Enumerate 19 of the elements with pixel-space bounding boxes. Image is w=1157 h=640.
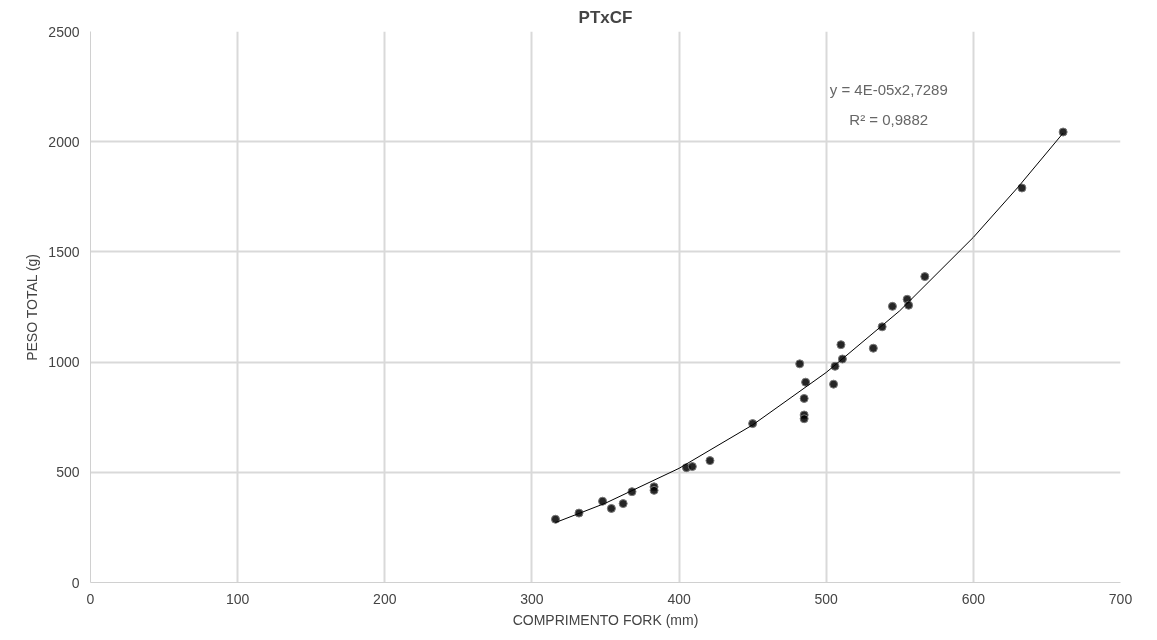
- y-tick-label: 2500: [48, 23, 80, 40]
- y-tick-label: 0: [71, 574, 80, 591]
- x-axis-title: COMPRIMENTO FORK (mm): [512, 611, 699, 628]
- y-tick-label: 500: [56, 464, 80, 481]
- chart-title: PTxCF: [578, 7, 633, 27]
- x-tick-label: 700: [1108, 590, 1133, 607]
- x-tick-label: 0: [86, 590, 95, 607]
- x-tick-label: 500: [814, 590, 839, 607]
- x-tick-label: 200: [373, 590, 397, 607]
- x-tick-label: 600: [961, 590, 986, 607]
- x-tick-label: 100: [225, 590, 250, 607]
- y-tick-label: 1500: [48, 243, 80, 260]
- annotation: y = 4E-05x2,7289: [829, 80, 948, 98]
- y-tick-label: 1000: [48, 354, 80, 371]
- x-tick-label: 400: [667, 590, 691, 607]
- annotation: R² = 0,9882: [849, 110, 929, 128]
- x-tick-label: 300: [520, 590, 544, 607]
- y-tick-label: 2000: [48, 133, 80, 150]
- y-axis-title: PESO TOTAL (g): [24, 253, 41, 361]
